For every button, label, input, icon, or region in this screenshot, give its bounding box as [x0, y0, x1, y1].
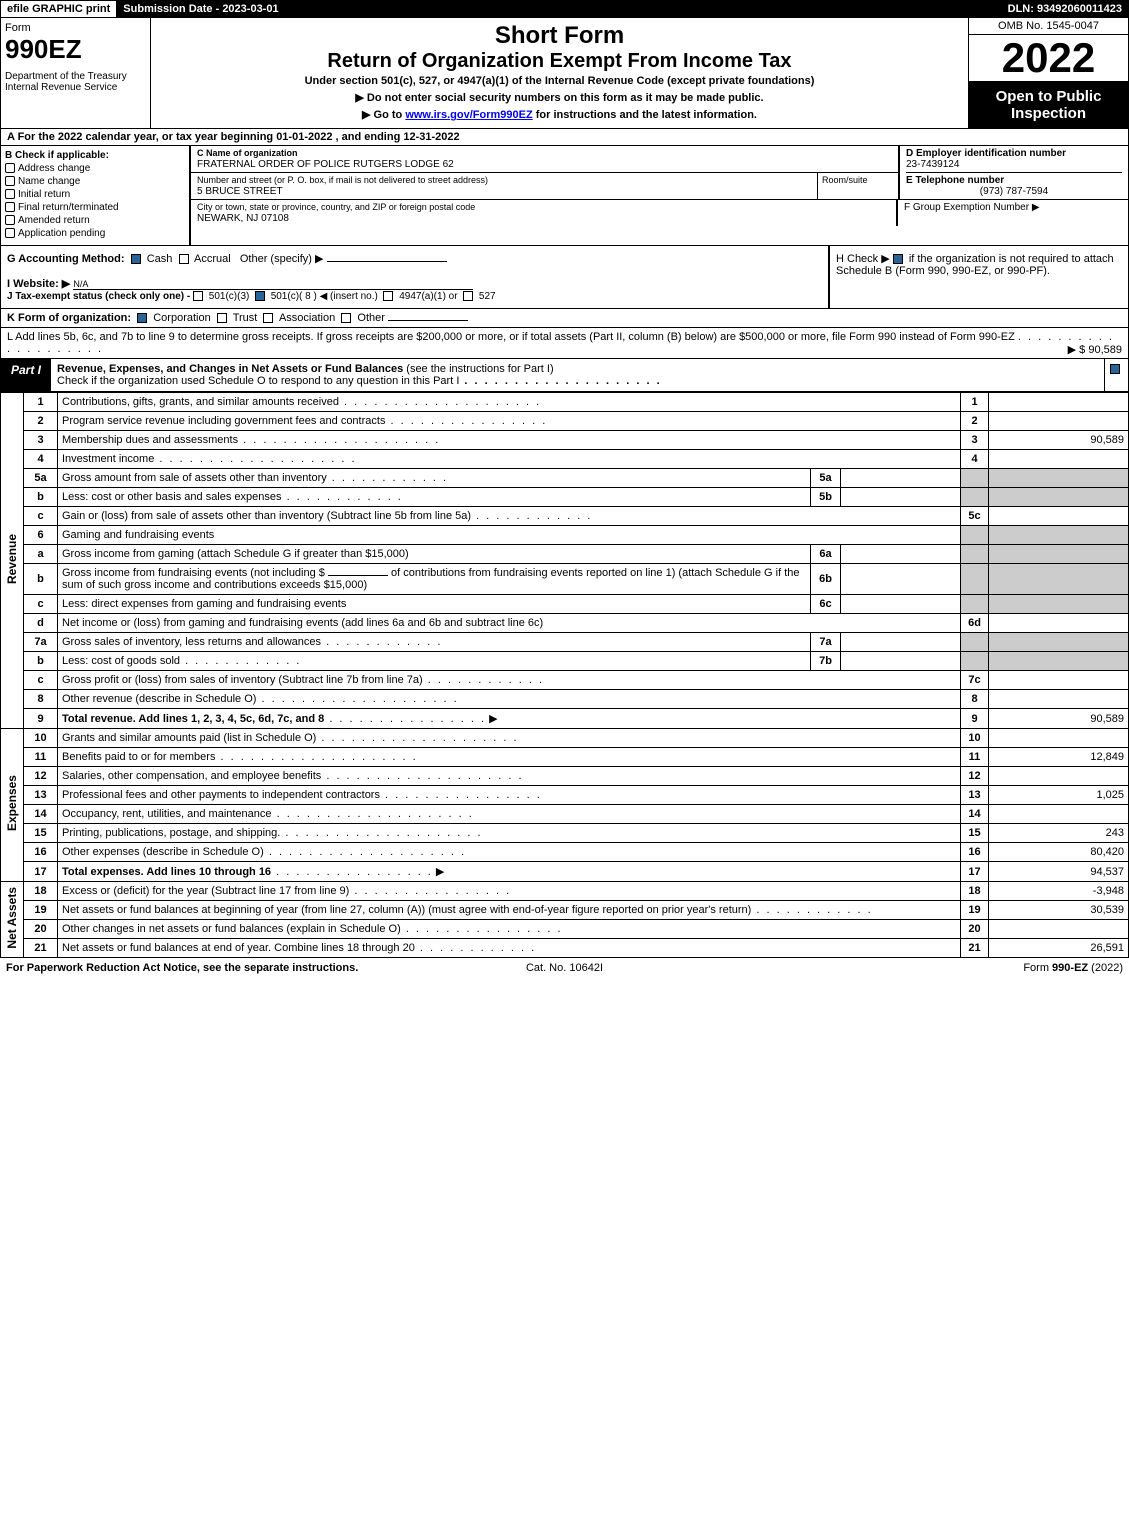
part1-header: Part I Revenue, Expenses, and Changes in… — [0, 359, 1129, 392]
checkbox-filled-icon[interactable] — [131, 254, 141, 264]
page-footer: For Paperwork Reduction Act Notice, see … — [0, 958, 1129, 978]
part1-checkbox — [1104, 359, 1128, 391]
e-label: E Telephone number — [906, 175, 1004, 186]
col-h: H Check ▶ if the organization is not req… — [828, 246, 1128, 308]
checkbox-filled-icon[interactable] — [255, 291, 265, 301]
footer-center: Cat. No. 10642I — [378, 962, 750, 974]
k-label: K Form of organization: — [7, 312, 131, 324]
checkbox-icon[interactable] — [5, 176, 15, 186]
col-b: B Check if applicable: Address change Na… — [1, 146, 191, 245]
checkbox-icon[interactable] — [179, 254, 189, 264]
org-city: NEWARK, NJ 07108 — [197, 213, 289, 224]
header-right: OMB No. 1545-0047 2022 Open to Public In… — [968, 18, 1128, 128]
h-text: H Check ▶ — [836, 253, 893, 265]
footer-left: For Paperwork Reduction Act Notice, see … — [6, 962, 378, 974]
form-label: Form — [5, 22, 146, 34]
col-d: D Employer identification number 23-7439… — [898, 146, 1128, 199]
checkbox-icon[interactable] — [193, 291, 203, 301]
omb-number: OMB No. 1545-0047 — [969, 18, 1128, 35]
l-amount: ▶ $ 90,589 — [1068, 343, 1122, 356]
addr-label: Number and street (or P. O. box, if mail… — [197, 175, 488, 185]
f-label: F Group Exemption Number ▶ — [904, 202, 1040, 213]
title-return: Return of Organization Exempt From Incom… — [155, 50, 964, 73]
checkbox-icon[interactable] — [341, 313, 351, 323]
b-label: B Check if applicable: — [5, 150, 185, 161]
form-header: Form 990EZ Department of the Treasury In… — [0, 18, 1129, 129]
department: Department of the Treasury Internal Reve… — [5, 71, 146, 93]
checkbox-icon[interactable] — [5, 189, 15, 199]
col-g: G Accounting Method: Cash Accrual Other … — [1, 246, 828, 308]
c-label: C Name of organization — [197, 148, 298, 158]
submission-date: Submission Date - 2023-03-01 — [117, 1, 285, 17]
b-opt-initial: Initial return — [5, 189, 185, 200]
d-label: D Employer identification number — [906, 148, 1122, 159]
website: N/A — [73, 279, 473, 290]
title-short-form: Short Form — [155, 22, 964, 50]
checkbox-icon[interactable] — [5, 215, 15, 225]
checkbox-icon[interactable] — [217, 313, 227, 323]
g-label: G Accounting Method: — [7, 253, 125, 265]
b-opt-name: Name change — [5, 176, 185, 187]
room-label: Room/suite — [818, 173, 898, 199]
revenue-side-label: Revenue — [5, 534, 19, 584]
open-to-public: Open to Public Inspection — [969, 82, 1128, 128]
checkbox-filled-icon[interactable] — [1110, 364, 1120, 374]
j-label: J Tax-exempt status (check only one) - — [7, 291, 193, 302]
city-label: City or town, state or province, country… — [197, 202, 475, 212]
note2-post: for instructions and the latest informat… — [533, 109, 757, 121]
city-box: City or town, state or province, country… — [191, 200, 898, 226]
col-f: F Group Exemption Number ▶ — [898, 200, 1128, 226]
netassets-side-label: Net Assets — [5, 887, 19, 949]
footer-right: Form 990-EZ (2022) — [751, 962, 1123, 974]
note-goto: ▶ Go to www.irs.gov/Form990EZ for instru… — [155, 108, 964, 121]
section-bcdef: B Check if applicable: Address change Na… — [0, 146, 1129, 246]
checkbox-filled-icon[interactable] — [137, 313, 147, 323]
line-k: K Form of organization: Corporation Trus… — [0, 309, 1129, 328]
b-opt-amended: Amended return — [5, 215, 185, 226]
dln: DLN: 93492060011423 — [1002, 1, 1128, 17]
checkbox-icon[interactable] — [5, 163, 15, 173]
part1-title: Revenue, Expenses, and Changes in Net As… — [51, 359, 1104, 391]
checkbox-icon[interactable] — [263, 313, 273, 323]
checkbox-filled-icon[interactable] — [893, 254, 903, 264]
lines-table: Revenue 1Contributions, gifts, grants, a… — [0, 392, 1129, 958]
checkbox-icon[interactable] — [383, 291, 393, 301]
subtitle: Under section 501(c), 527, or 4947(a)(1)… — [155, 75, 964, 87]
note-ssn: ▶ Do not enter social security numbers o… — [155, 91, 964, 104]
header-left: Form 990EZ Department of the Treasury In… — [1, 18, 151, 128]
b-opt-final: Final return/terminated — [5, 202, 185, 213]
b-opt-address: Address change — [5, 163, 185, 174]
org-name: FRATERNAL ORDER OF POLICE RUTGERS LODGE … — [197, 159, 454, 170]
tax-year: 2022 — [969, 35, 1128, 82]
checkbox-icon[interactable] — [5, 202, 15, 212]
ein: 23-7439124 — [906, 159, 1122, 170]
line-a: A For the 2022 calendar year, or tax yea… — [0, 129, 1129, 146]
row-gh: G Accounting Method: Cash Accrual Other … — [0, 246, 1129, 309]
topbar-spacer — [286, 1, 1002, 17]
org-address: 5 BRUCE STREET — [197, 186, 283, 197]
checkbox-icon[interactable] — [463, 291, 473, 301]
irs-link[interactable]: www.irs.gov/Form990EZ — [405, 109, 532, 121]
b-opt-pending: Application pending — [5, 228, 185, 239]
line-l: L Add lines 5b, 6c, and 7b to line 9 to … — [0, 328, 1129, 359]
checkbox-icon[interactable] — [5, 228, 15, 238]
i-label: I Website: ▶ — [7, 278, 70, 290]
expenses-side-label: Expenses — [5, 775, 19, 831]
form-number: 990EZ — [5, 34, 146, 65]
l-text: L Add lines 5b, 6c, and 7b to line 9 to … — [7, 331, 1015, 343]
part1-tab: Part I — [1, 359, 51, 391]
phone: (973) 787-7594 — [906, 186, 1122, 197]
top-bar: efile GRAPHIC print Submission Date - 20… — [0, 0, 1129, 18]
header-center: Short Form Return of Organization Exempt… — [151, 18, 968, 128]
note2-pre: ▶ Go to — [362, 109, 405, 121]
efile-label: efile GRAPHIC print — [1, 1, 117, 17]
col-cde: C Name of organization FRATERNAL ORDER O… — [191, 146, 1128, 245]
